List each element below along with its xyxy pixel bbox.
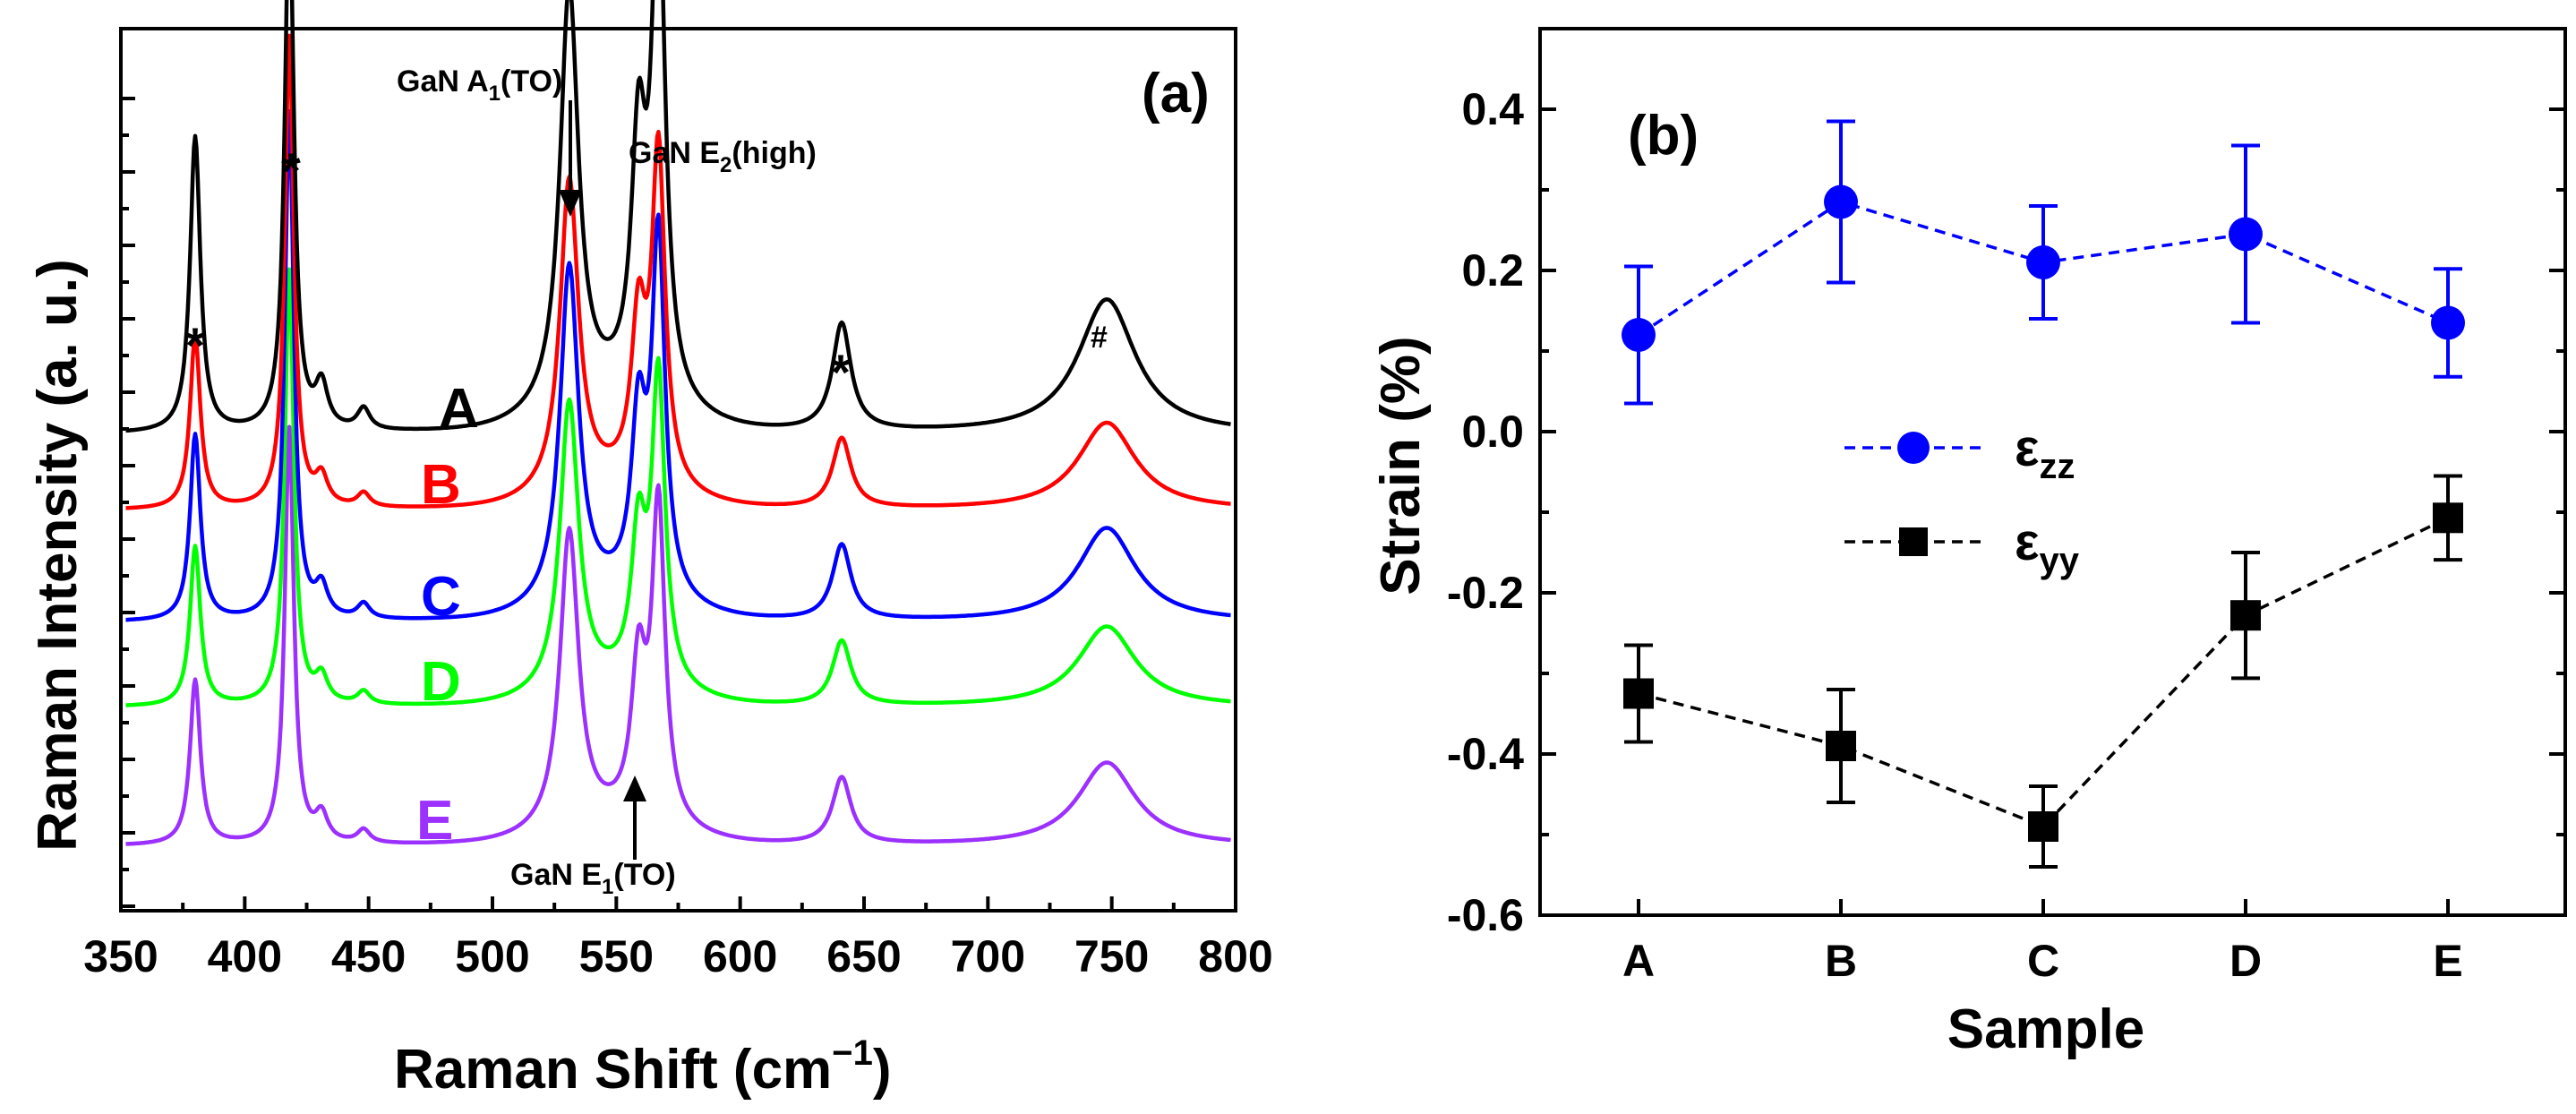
x-tick-label: 350 [83,931,158,981]
x-axis-ticks: 350 400 450 500 550 600 650 700 750 800 [83,896,1273,981]
x-tick-label: 550 [579,931,654,981]
y-axis-ticks [121,97,135,908]
x-tick-label-C: C [2027,936,2059,986]
x-axis-label: Raman Shift (cm−1) [394,1033,891,1101]
sample-label-C: C [421,566,461,628]
y-tick-label-b: -0.6 [1447,890,1524,940]
y-tick-label-b: 0.2 [1461,245,1524,296]
point-yy-E [2433,502,2463,534]
gan-e2high-label: GaN E2(high) [629,136,817,177]
x-tick-label: 700 [951,931,1025,981]
panel-b: 0.4 0.2 0.0 -0.2 -0.4 -0.6 A B C D E (b) Sample S… [1370,27,2567,1060]
x-tick-label: 450 [331,931,406,981]
sample-label-A: A [439,378,479,440]
legend: εzz εyy [1844,419,2080,580]
legend-marker-ezz [1897,432,1930,464]
point-zz-B [1824,184,1858,219]
spectrum-A [124,0,1232,433]
gan-a1to-arrowhead [559,190,582,217]
substrate-peak-star-380: * [185,317,205,373]
legend-label-eyy: εyy [2015,513,2080,580]
x-tick-label: 600 [703,931,777,981]
y-axis-ticks-b: 0.4 0.2 0.0 -0.2 -0.4 -0.6 [1447,84,2565,940]
gan-e1to-label: GaN E1(TO) [510,858,676,899]
y-tick-label-b: -0.4 [1447,729,1524,779]
spectrum-B [124,33,1232,510]
x-tick-label: 650 [826,931,901,981]
x-axis-label-b: Sample [1947,998,2145,1060]
peak-hash-748: # [1091,321,1108,355]
sample-label-D: D [421,651,461,713]
series-line-yy [1638,516,2449,829]
spectrum-C [124,108,1232,622]
legend-label-ezz: εzz [2015,419,2075,486]
spectrum-D [124,267,1232,707]
point-yy-C [2028,811,2058,842]
sample-label-B: B [421,454,461,516]
point-zz-E [2431,305,2465,340]
y-axis-label-b: Strain (%) [1370,336,1432,595]
legend-marker-eyy [1899,527,1928,556]
panel-a-label: (a) [1142,63,1210,124]
substrate-peak-star-641: * [831,344,851,400]
x-tick-label: 400 [208,931,282,981]
point-yy-A [1623,678,1654,709]
y-tick-label-b: 0.4 [1461,84,1524,134]
x-tick-label: 800 [1198,931,1272,981]
x-tick-label: 750 [1074,931,1149,981]
y-tick-label-b: 0.0 [1461,407,1524,457]
x-axis-label-superscript: −1 [832,1033,873,1073]
point-zz-A [1622,318,1656,352]
x-tick-label-A: A [1622,936,1655,986]
point-yy-B [1826,731,1856,761]
gan-e1to-arrowhead [623,776,646,801]
x-tick-label-B: B [1825,936,1857,986]
spectra-group [124,0,1232,846]
panel-b-label: (b) [1628,105,1699,167]
gan-a1to-label: GaN A1(TO) [397,64,562,106]
spectrum-E [124,424,1232,846]
y-tick-label-b: -0.2 [1447,568,1524,618]
x-tick-label-E: E [2433,936,2462,986]
point-yy-D [2230,600,2261,631]
y-axis-label: Raman Intensity (a. u.) [27,259,89,851]
x-axis-ticks-b: A B C D E [1622,899,2463,986]
panel-b-frame [1538,27,2567,917]
x-tick-label-D: D [2229,936,2262,986]
x-tick-label: 500 [455,931,529,981]
panel-a: 350 400 450 500 550 600 650 700 750 800 (a) Raman… [27,0,1273,1101]
substrate-peak-star-418: * [281,142,301,199]
sample-label-E: E [416,790,453,852]
point-zz-D [2229,217,2263,252]
point-zz-C [2026,245,2060,279]
strain-series [1622,119,2465,869]
